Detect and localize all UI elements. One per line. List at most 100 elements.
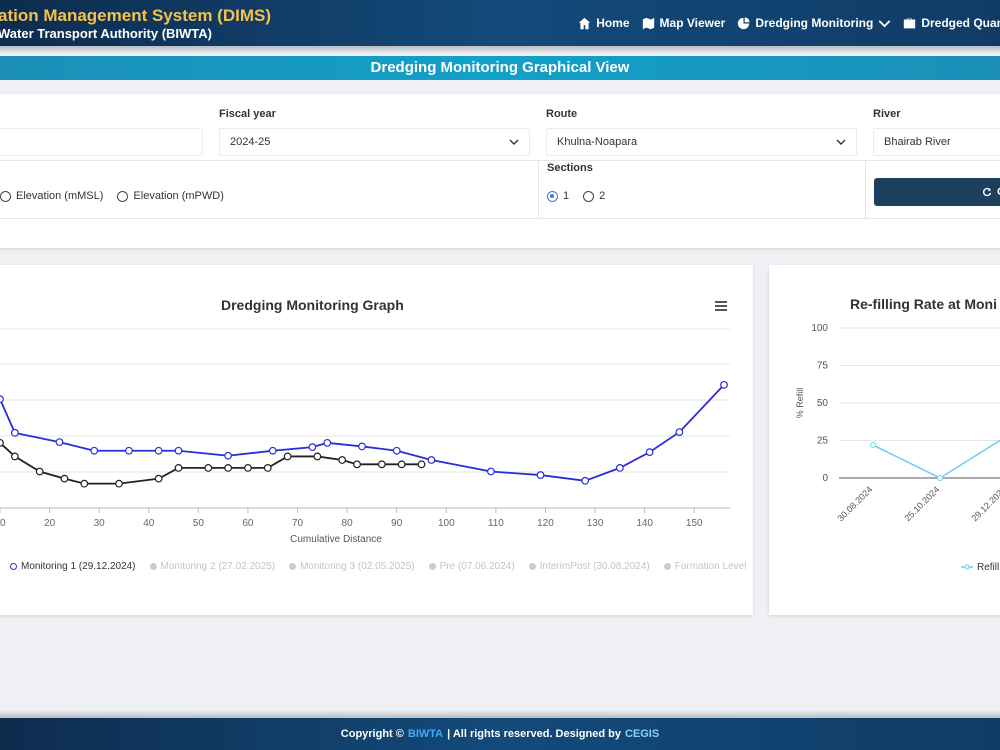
data-point bbox=[90, 446, 99, 455]
refill-data-point bbox=[870, 442, 876, 448]
radio-button[interactable] bbox=[0, 190, 11, 202]
legend-label: InterimPost (30.08.2024) bbox=[539, 561, 650, 572]
nav-map-viewer[interactable]: Map Viewer bbox=[642, 16, 725, 30]
data-point bbox=[204, 464, 213, 472]
chart-menu-icon[interactable] bbox=[715, 301, 727, 311]
org-link[interactable]: BIWTA bbox=[407, 728, 444, 740]
legend-item[interactable]: Monitoring 3 (02.05.2025) bbox=[289, 561, 415, 572]
generate-button[interactable]: G bbox=[874, 178, 1000, 206]
x-tick-label: 29.12.2024 bbox=[969, 484, 1000, 523]
x-tick-label: 140 bbox=[636, 518, 653, 529]
data-point bbox=[675, 428, 684, 437]
elevation-mmsl-option[interactable]: Elevation (mMSL) bbox=[0, 190, 103, 202]
refill-rate-graph: 0 25 50 75 100 % Refill 30.08.2024 25.10.2024 29… bbox=[795, 323, 1000, 573]
legend-marker bbox=[149, 563, 157, 570]
x-tick-label: 80 bbox=[342, 518, 354, 529]
data-point bbox=[174, 446, 183, 455]
fiscal-year-select[interactable]: 2024-25 bbox=[219, 128, 530, 156]
data-point bbox=[224, 464, 233, 472]
nav-dredged-quantity[interactable]: Dredged Quant bbox=[903, 16, 1000, 30]
data-point bbox=[55, 438, 64, 447]
data-point bbox=[60, 474, 69, 483]
nav-home-label: Home bbox=[596, 16, 630, 30]
top-navbar: ation Management System (DIMS) Water Tra… bbox=[0, 0, 1000, 46]
data-point bbox=[115, 479, 123, 488]
x-tick-label: 60 bbox=[242, 518, 254, 529]
data-point bbox=[268, 446, 277, 455]
x-tick-label: 25.10.2024 bbox=[902, 484, 941, 523]
dredging-graph-card: Dredging Monitoring Graph 10 20 30 40 50 60 70… bbox=[0, 265, 753, 615]
legend-label: Monitoring 1 (29.12.2024) bbox=[21, 561, 136, 572]
refresh-icon bbox=[982, 187, 992, 197]
legend-item[interactable]: Monitoring 1 (29.12.2024) bbox=[10, 561, 136, 572]
data-point bbox=[174, 464, 183, 472]
legend-item[interactable]: Pre (07.06.2024) bbox=[428, 561, 515, 572]
river-select[interactable]: Bhairab River bbox=[873, 128, 1000, 156]
home-icon bbox=[579, 17, 591, 29]
series-line bbox=[0, 384, 725, 482]
legend-item[interactable]: InterimPost (30.08.2024) bbox=[528, 561, 650, 572]
refill-rate-title: Re-filling Rate at Moni bbox=[850, 296, 997, 312]
x-tick-label: 70 bbox=[292, 518, 304, 529]
route-label: Route bbox=[546, 108, 578, 120]
section-2-option[interactable]: 2 bbox=[583, 190, 605, 202]
legend-item[interactable]: Formation Level bbox=[663, 561, 746, 572]
filter-panel: Fiscal year 2024-25 Route Khulna-Noapara… bbox=[0, 94, 1000, 248]
section-1-option[interactable]: 1 bbox=[547, 190, 569, 202]
data-point bbox=[615, 464, 624, 472]
legend-marker bbox=[528, 563, 536, 570]
elevation-mpwd-label: Elevation (mPWD) bbox=[133, 190, 224, 202]
main-nav: Home Map Viewer Dredging Monitoring Dred… bbox=[568, 0, 1000, 46]
data-point bbox=[35, 467, 44, 476]
legend-item[interactable]: Monitoring 2 (27.02.2025) bbox=[149, 561, 276, 572]
data-point bbox=[720, 380, 728, 389]
dredging-graph-legend: Monitoring 1 (29.12.2024) Monitoring 2 (2… bbox=[10, 561, 746, 572]
refill-rate-card: Re-filling Rate at Moni 0 25 50 75 100 % Refi… bbox=[769, 265, 1000, 615]
elevation-mpwd-option[interactable]: Elevation (mPWD) bbox=[117, 190, 224, 202]
data-point bbox=[224, 451, 233, 460]
first-filter-select[interactable] bbox=[0, 128, 203, 156]
fiscal-year-value: 2024-25 bbox=[230, 136, 271, 148]
river-label: River bbox=[873, 108, 901, 120]
legend-marker bbox=[289, 563, 297, 570]
y-tick-label: 25 bbox=[817, 436, 829, 447]
x-tick-label: 30 bbox=[94, 518, 106, 529]
legend-label: Monitoring 2 (27.02.2025) bbox=[160, 561, 276, 572]
fiscal-year-label: Fiscal year bbox=[219, 108, 276, 120]
filter-row-divider bbox=[0, 218, 1000, 219]
x-axis-title: Cumulative Distance bbox=[290, 534, 382, 545]
nav-dredging-monitoring[interactable]: Dredging Monitoring bbox=[737, 16, 891, 30]
data-point bbox=[392, 446, 401, 455]
refill-data-point bbox=[937, 475, 943, 481]
radio-button[interactable] bbox=[117, 190, 129, 202]
data-point bbox=[0, 395, 4, 404]
legend-label: Monitoring 3 (02.05.2025) bbox=[300, 561, 415, 572]
legend-marker bbox=[10, 563, 17, 570]
x-tick-label: 40 bbox=[143, 518, 155, 529]
data-point bbox=[154, 446, 163, 455]
data-point bbox=[536, 471, 545, 479]
y-tick-label: 100 bbox=[811, 323, 828, 334]
generate-label: G bbox=[997, 186, 1000, 198]
page-title: Dredging Monitoring Graphical View bbox=[0, 56, 1000, 80]
nav-home[interactable]: Home bbox=[578, 16, 630, 30]
sections-radio-group: 1 2 bbox=[547, 190, 611, 202]
data-point bbox=[10, 428, 19, 437]
filter-column-divider bbox=[865, 160, 866, 218]
designer-logo[interactable]: CEGIS bbox=[624, 728, 660, 740]
data-point bbox=[313, 452, 322, 461]
x-tick-label: 50 bbox=[193, 518, 205, 529]
x-tick-label: 30.08.2024 bbox=[835, 484, 874, 523]
radio-button-checked[interactable] bbox=[547, 190, 558, 202]
x-tick-label: 130 bbox=[587, 518, 604, 529]
route-select[interactable]: Khulna-Noapara bbox=[546, 128, 857, 156]
dredging-graph-title: Dredging Monitoring Graph bbox=[221, 297, 404, 313]
data-point bbox=[0, 438, 4, 447]
radio-button[interactable] bbox=[583, 190, 595, 202]
x-tick-label: 90 bbox=[391, 518, 403, 529]
data-point bbox=[358, 442, 366, 451]
legend-marker bbox=[663, 563, 671, 570]
footer-shadow bbox=[0, 710, 1000, 718]
chevron-down-icon bbox=[878, 19, 891, 27]
filter-row-divider bbox=[0, 160, 1000, 161]
